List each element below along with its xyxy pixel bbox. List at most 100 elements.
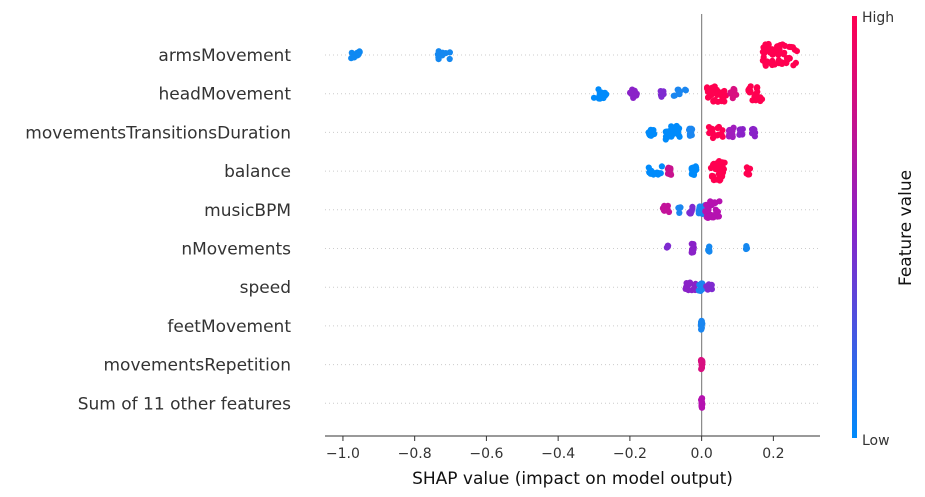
feature-label: nMovements xyxy=(181,240,291,260)
shap-point xyxy=(667,165,674,172)
shap-point xyxy=(698,318,705,325)
shap-point xyxy=(440,50,448,57)
shap-point xyxy=(760,54,767,61)
shap-point xyxy=(703,201,710,208)
beeswarm-points xyxy=(348,40,801,411)
shap-point xyxy=(721,87,728,95)
feature-label: movementsTransitionsDuration xyxy=(25,123,291,143)
shap-point xyxy=(676,209,683,216)
shap-point xyxy=(446,55,453,63)
shap-point xyxy=(690,247,697,254)
shap-point xyxy=(689,205,696,212)
x-axis-label: SHAP value (impact on model output) xyxy=(412,469,733,489)
shap-point xyxy=(663,207,671,214)
x-tick-label: −0.2 xyxy=(613,446,647,462)
shap-point xyxy=(718,98,725,105)
shap-point xyxy=(707,86,714,93)
shap-point xyxy=(685,281,692,288)
shap-point xyxy=(715,88,722,95)
shap-point xyxy=(775,49,782,56)
shap-point xyxy=(664,128,671,135)
feature-row-points xyxy=(697,356,706,373)
shap-point xyxy=(698,399,706,406)
shap-point xyxy=(711,199,718,206)
shap-point xyxy=(704,206,711,214)
shap-point xyxy=(348,49,355,56)
shap-point xyxy=(708,282,715,289)
feature-labels: armsMovement headMovement movementsTransit… xyxy=(25,46,291,414)
x-tick-label: −0.6 xyxy=(469,446,503,462)
shap-point xyxy=(752,91,759,98)
feature-label: speed xyxy=(240,278,291,298)
x-tick-label: 0.2 xyxy=(762,446,784,462)
x-tick-label: −1.0 xyxy=(326,446,360,462)
shap-point xyxy=(730,85,737,93)
shap-point xyxy=(752,129,759,136)
colorbar-title: Feature value xyxy=(896,170,916,286)
feature-row-points xyxy=(645,122,759,143)
shap-point xyxy=(785,55,792,62)
x-tick-label: −0.8 xyxy=(398,446,432,462)
shap-point xyxy=(719,133,726,140)
feature-label: musicBPM xyxy=(204,201,291,221)
shap-point xyxy=(688,240,695,247)
shap-point xyxy=(705,213,712,220)
row-guides xyxy=(325,54,820,404)
shap-point xyxy=(590,94,598,101)
shap-point xyxy=(716,198,723,205)
feature-label: armsMovement xyxy=(158,46,291,66)
shap-point xyxy=(646,131,653,138)
shap-point xyxy=(711,97,719,104)
shap-point xyxy=(737,129,744,136)
shap-point xyxy=(662,136,669,143)
feature-row-points xyxy=(698,395,706,411)
x-ticks: −1.0 −0.8 −0.6 −0.4 −0.2 0.0 0.2 xyxy=(326,436,785,462)
feature-row-points xyxy=(659,198,723,221)
shap-point xyxy=(645,164,652,171)
shap-point xyxy=(627,89,634,96)
shap-point xyxy=(355,51,362,59)
shap-point xyxy=(752,97,759,104)
shap-point xyxy=(774,43,781,50)
shap-point xyxy=(633,90,640,97)
shap-point xyxy=(746,89,753,96)
shap-point xyxy=(675,86,682,93)
shap-point xyxy=(714,132,721,139)
shap-point xyxy=(599,93,607,100)
colorbar-low-label: Low xyxy=(862,433,890,449)
shap-point xyxy=(743,170,750,177)
shap-point xyxy=(682,86,689,93)
shap-point xyxy=(708,173,716,180)
feature-row-points xyxy=(590,83,766,105)
feature-row-points xyxy=(697,317,706,333)
shap-point xyxy=(709,163,716,171)
shap-point xyxy=(688,165,695,172)
shap-point xyxy=(655,169,662,177)
feature-label: Sum of 11 other features xyxy=(78,394,291,414)
feature-row-points xyxy=(663,240,751,256)
shap-point xyxy=(743,164,751,171)
shap-point xyxy=(664,243,671,250)
shap-point xyxy=(688,132,695,139)
shap-point xyxy=(698,322,705,330)
shap-point xyxy=(766,47,773,54)
shap-point xyxy=(704,286,711,293)
shap-point xyxy=(695,207,702,215)
shap-point xyxy=(698,280,705,287)
colorbar-high-label: High xyxy=(862,10,894,26)
shap-point xyxy=(753,85,760,92)
feature-row-points xyxy=(348,40,801,69)
shap-point xyxy=(658,163,666,170)
shap-point xyxy=(706,243,713,250)
shap-point xyxy=(787,43,795,51)
colorbar xyxy=(852,16,857,438)
shap-point xyxy=(762,42,769,49)
shap-point xyxy=(709,125,716,132)
shap-point xyxy=(762,60,769,67)
shap-point xyxy=(705,94,712,101)
shap-point xyxy=(792,59,800,66)
shap-point xyxy=(435,54,442,61)
shap-point xyxy=(646,169,653,176)
shap-point xyxy=(713,209,720,216)
